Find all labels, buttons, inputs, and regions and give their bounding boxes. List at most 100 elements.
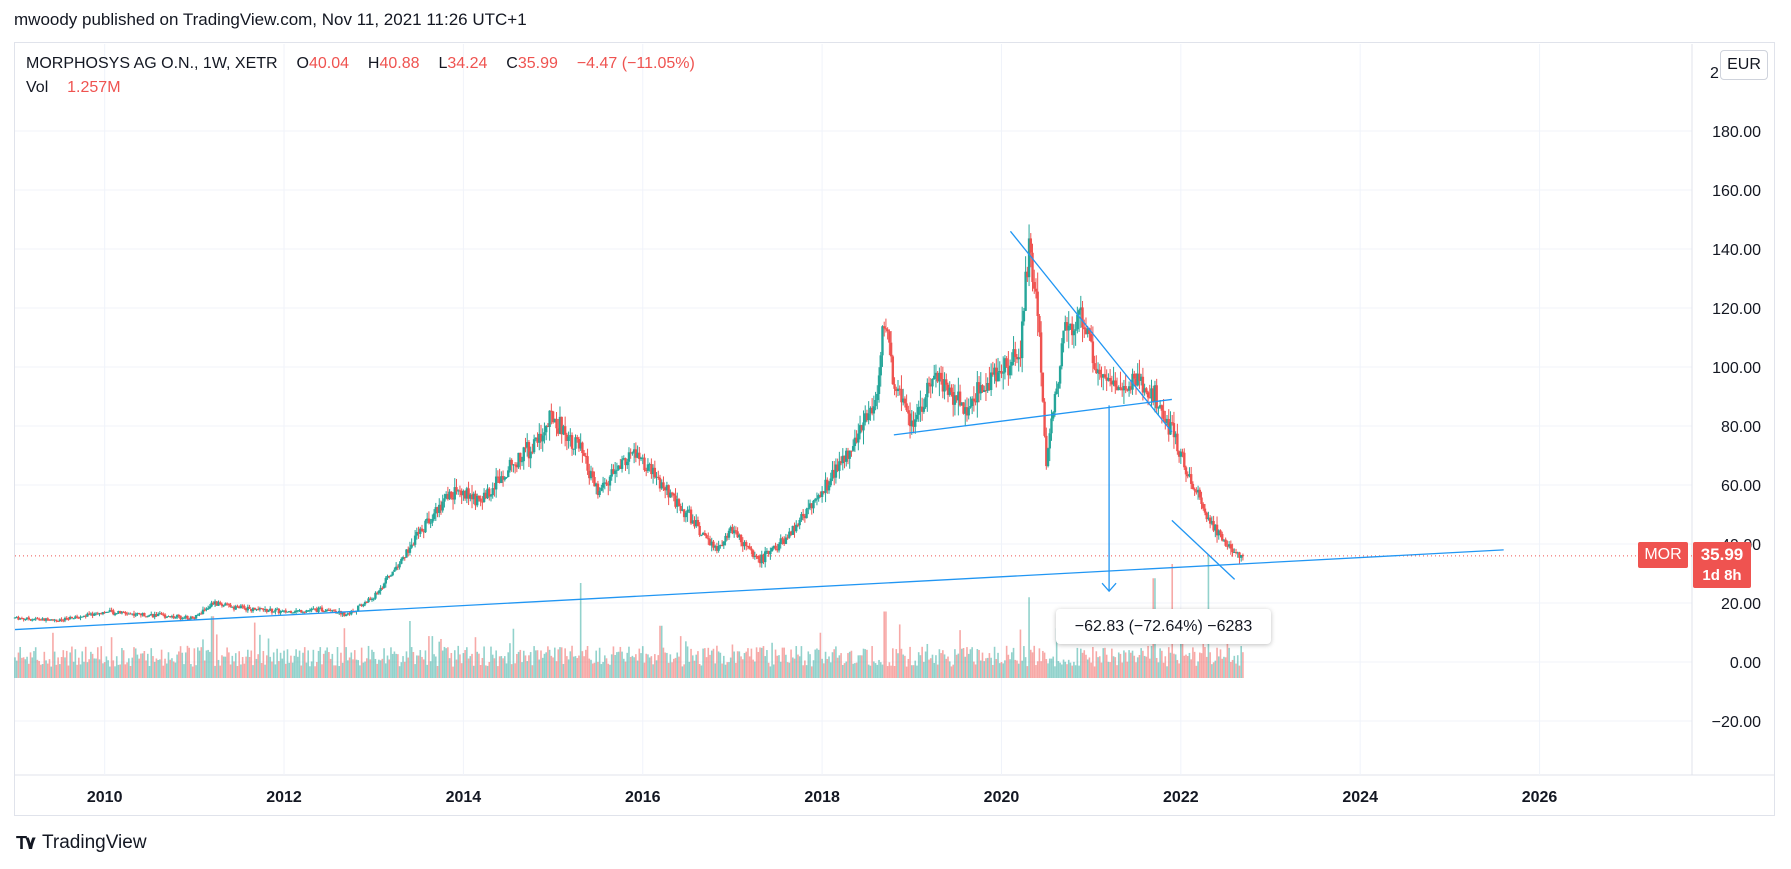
volume-bar [247, 649, 249, 678]
candle-body [174, 617, 177, 619]
candle-body [543, 432, 546, 436]
chart-frame[interactable] [14, 42, 1775, 816]
candle-body [1096, 369, 1100, 374]
volume-bar [879, 662, 882, 678]
volume-bar [1073, 661, 1075, 678]
y-tick-label: 20.00 [1721, 596, 1761, 613]
candle-body [951, 392, 955, 405]
candle-body [610, 469, 613, 477]
tradingview-logo[interactable]: T٧ TradingView [16, 832, 147, 854]
candle-body [331, 610, 334, 612]
candle-body [936, 372, 939, 382]
volume-bar [402, 656, 404, 678]
candle-body [636, 452, 639, 458]
candle-body [1241, 555, 1245, 557]
volume-bar [141, 653, 144, 678]
candle-body [679, 506, 682, 511]
candle-body [1081, 307, 1084, 328]
candle-body [219, 602, 222, 605]
candle-body [281, 610, 284, 612]
candle-body [448, 491, 451, 500]
volume-bar [1102, 648, 1105, 678]
volume-bar [1173, 653, 1175, 678]
volume-bar [1214, 660, 1217, 678]
candle-body [144, 616, 148, 618]
candle-body [846, 450, 850, 459]
volume-bar [129, 665, 132, 678]
volume-bar [795, 646, 798, 678]
candle-body [888, 331, 891, 343]
volume-bar [1016, 660, 1018, 678]
volume-bar [581, 651, 584, 678]
candle-body [1110, 381, 1114, 385]
volume-bar [641, 646, 644, 678]
legend-symbol[interactable]: MORPHOSYS AG O.N., 1W, XETR [26, 55, 278, 72]
volume-bar [160, 649, 163, 678]
candle-body [574, 437, 577, 449]
currency-button[interactable]: EUR [1720, 50, 1768, 80]
volume-bar [471, 653, 473, 678]
candle-body [270, 608, 274, 613]
volume-bar [269, 656, 272, 678]
candle-body [374, 592, 377, 599]
candle-body [691, 520, 694, 524]
candle-body [417, 531, 420, 534]
volume-bar [440, 638, 442, 678]
candle-body [827, 485, 831, 491]
candle-body [986, 382, 989, 391]
candle-body [557, 428, 560, 434]
volume-bar [666, 652, 668, 678]
volume-bar [566, 656, 568, 678]
volume-bar [669, 654, 672, 678]
volume-bar [207, 649, 209, 678]
volume-bar [543, 653, 546, 678]
candle-body [313, 608, 317, 610]
volume-bar [59, 664, 61, 678]
volume-bar [817, 649, 820, 678]
volume-bar [409, 621, 411, 678]
volume-bar [791, 657, 794, 678]
candle-body [1139, 376, 1143, 381]
candle-body [75, 616, 79, 618]
candle-body [851, 446, 855, 451]
candle-body [375, 592, 379, 594]
candle-body [738, 534, 741, 538]
volume-bar [303, 647, 306, 678]
volume-bar [436, 665, 439, 678]
volume-bar [34, 647, 37, 678]
candle-body [701, 532, 705, 535]
volume-bar [157, 660, 159, 678]
candle-body [751, 550, 755, 557]
candle-body [834, 464, 838, 478]
candle-body [1086, 328, 1089, 335]
volume-bar [115, 656, 118, 678]
tradingview-logo-icon: T٧ [16, 832, 38, 853]
candle-body [479, 498, 482, 502]
candle-body [1024, 271, 1027, 311]
candle-body [455, 487, 458, 492]
candle-body [957, 391, 960, 401]
candle-body [1126, 389, 1129, 391]
candle-body [1050, 418, 1053, 434]
candle-body [279, 610, 282, 614]
volume-bar [671, 662, 673, 678]
candle-body [917, 407, 920, 415]
candle-body [244, 608, 248, 611]
volume-bar [969, 649, 972, 678]
measure-arrow-head [1101, 582, 1117, 593]
candle-body [914, 419, 917, 427]
volume-bar [685, 641, 687, 678]
volume-bar [467, 658, 470, 678]
candle-body [50, 619, 53, 621]
candle-body [626, 461, 629, 466]
volume-bar [774, 649, 777, 678]
volume-bar [1038, 648, 1041, 678]
volume-bar [165, 663, 168, 678]
candle-body [367, 598, 370, 603]
volume-bar [647, 654, 649, 678]
volume-bar [378, 659, 380, 678]
volume-bar [702, 648, 704, 678]
candle-body [594, 483, 598, 487]
volume-bar [57, 657, 59, 678]
